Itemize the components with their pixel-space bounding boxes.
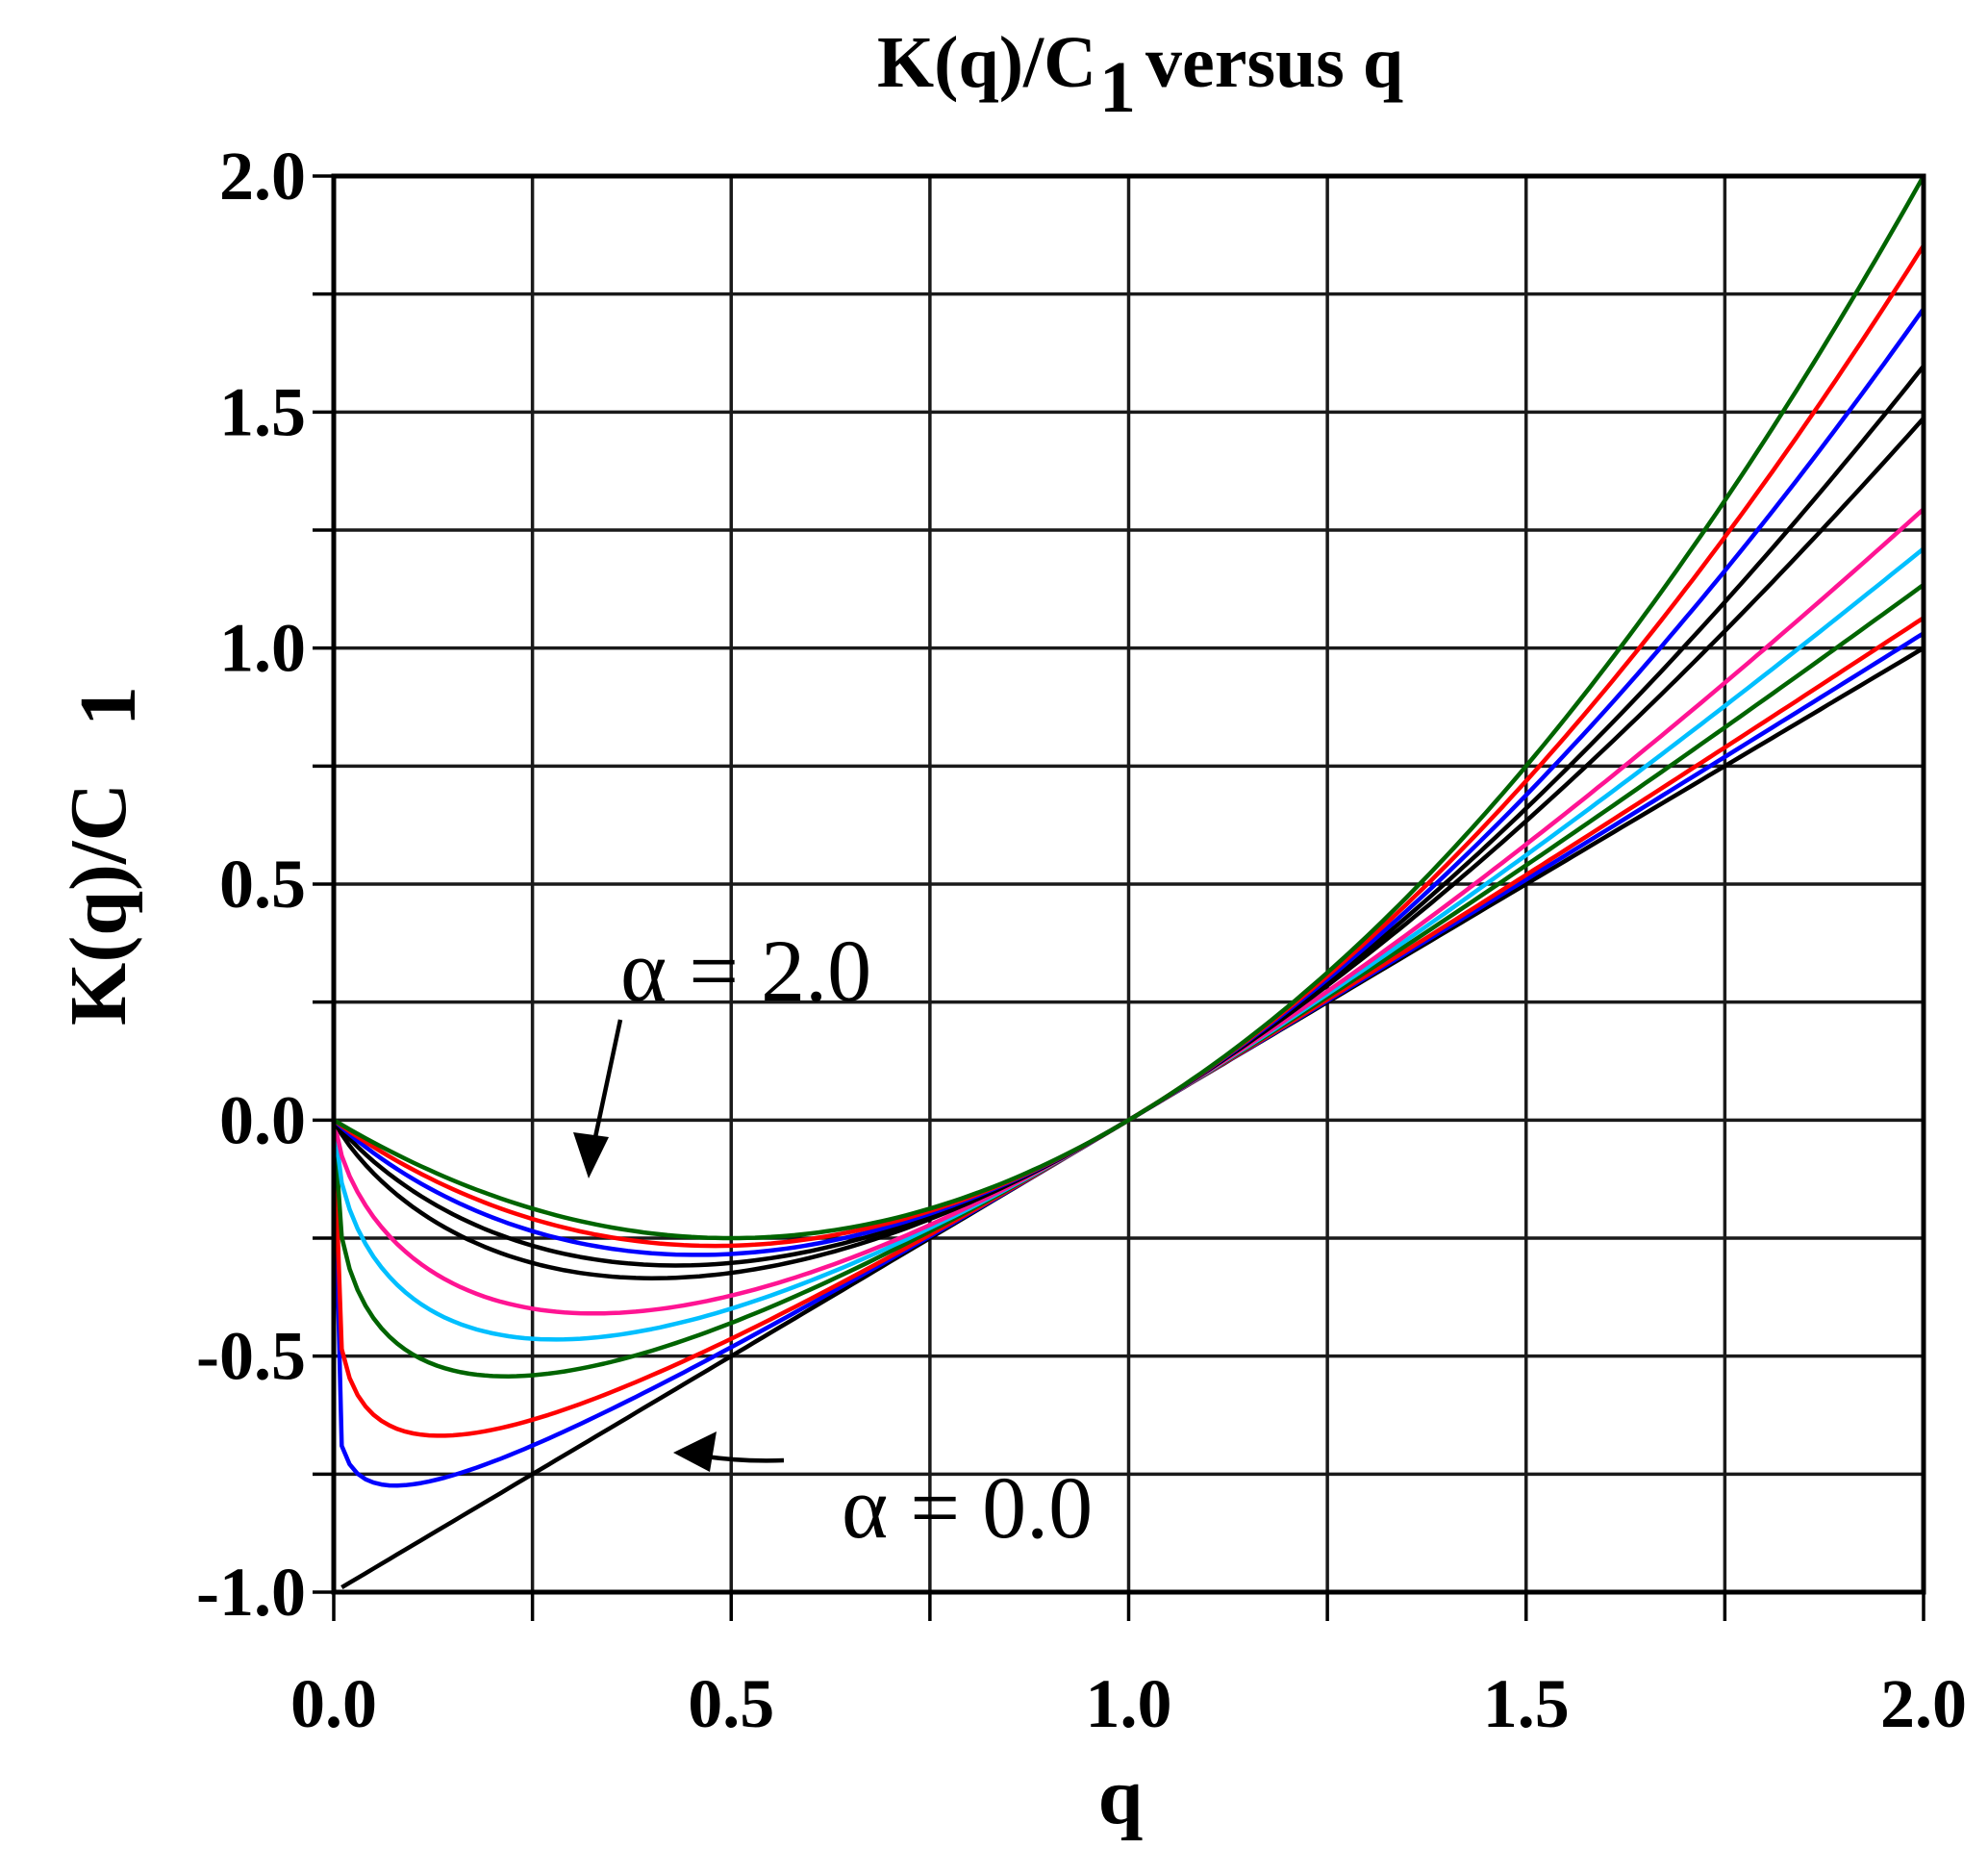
- annotation-alpha-0-label: α = 0.0: [842, 1458, 1093, 1557]
- y-axis-label-subscript: 1: [63, 686, 153, 726]
- title-main: K(q)/C: [877, 22, 1096, 103]
- y-tick-label: 0.5: [219, 846, 306, 923]
- x-tick-label: 1.5: [1483, 1665, 1570, 1742]
- y-tick-label: 1.0: [219, 610, 306, 687]
- x-axis-label: q: [1098, 1752, 1144, 1841]
- y-tick-labels: -1.0 -0.5 0.0 0.5 1.0 1.5 2.0: [196, 138, 306, 1631]
- y-tick-label: 2.0: [219, 138, 306, 215]
- grid: [332, 174, 1925, 1594]
- annotation-alpha-2-arrowhead: [573, 1132, 609, 1178]
- y-tick-label: 1.5: [219, 373, 306, 450]
- series-group: [331, 174, 1925, 1590]
- y-tick-label: -0.5: [196, 1318, 306, 1395]
- plot-frame: [331, 173, 1926, 1595]
- x-tick-label: 0.5: [688, 1665, 774, 1742]
- annotation-alpha-0: α = 0.0: [673, 1431, 1093, 1557]
- axis-ticks: [313, 174, 1925, 1621]
- y-axis-label: K(q)/C: [54, 783, 143, 1026]
- title-subscript: 1: [1099, 47, 1136, 128]
- annotation-alpha-0-arrowhead: [673, 1431, 717, 1472]
- annotation-alpha-2-label: α = 2.0: [620, 922, 871, 1020]
- annotation-alpha-2: α = 2.0: [573, 922, 871, 1178]
- y-tick-label: 0.0: [219, 1081, 306, 1158]
- x-tick-labels: 0.0 0.5 1.0 1.5 2.0: [290, 1665, 1967, 1742]
- title-suffix: versus q: [1127, 22, 1403, 103]
- x-tick-label: 2.0: [1880, 1665, 1967, 1742]
- y-axis-label-group: K(q)/C 1: [54, 686, 153, 1026]
- x-tick-label: 1.0: [1086, 1665, 1172, 1742]
- series-line-alpha-2-0: [332, 174, 1925, 1241]
- y-tick-label: -1.0: [196, 1554, 306, 1631]
- chart-title: K(q)/C 1 versus q: [877, 22, 1403, 128]
- x-tick-label: 0.0: [290, 1665, 377, 1742]
